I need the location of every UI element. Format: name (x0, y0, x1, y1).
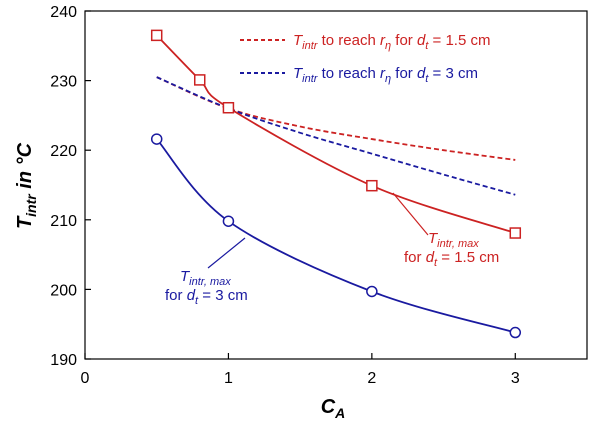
data-point-solid-red-3 (366, 179, 378, 192)
y-tick-label-5: 240 (50, 4, 77, 21)
y-axis-title: Tintr in °C (14, 142, 39, 229)
x-tick-label-2: 2 (367, 370, 376, 387)
y-tick-label-0: 190 (50, 352, 77, 369)
data-point-solid-red-0 (150, 29, 163, 42)
plot-area (84, 10, 588, 360)
annotation-red-max: Tintr, max for dt = 1.5 cm (392, 192, 499, 269)
annotation-blue-line1: Tintr, max (180, 268, 231, 288)
series-line-solid-blue (156, 138, 516, 334)
y-tick-label-4: 230 (50, 74, 77, 91)
x-tick-label-0: 0 (81, 370, 90, 387)
annotation-blue-max: Tintr, max for dt = 3 cm (165, 237, 248, 307)
annotation-blue-line2: for dt = 3 cm (165, 287, 248, 307)
x-axis-title: CA (321, 396, 346, 421)
legend-label-dashed-red: Tintr to reach rη for dt = 1.5 cm (293, 32, 490, 52)
series-markers (150, 29, 522, 339)
axes: 0 1 2 3 190 200 210 220 230 240 (50, 4, 520, 387)
data-point-solid-red-2 (222, 101, 235, 114)
data-point-solid-red-1 (193, 74, 206, 86)
x-tick-label-1: 1 (224, 370, 233, 387)
data-point-solid-red-4 (509, 227, 522, 239)
x-tick-label-3: 3 (511, 370, 520, 387)
legend: Tintr to reach rη for dt = 1.5 cm Tintr … (240, 32, 490, 85)
y-tick-label-1: 200 (50, 282, 77, 299)
data-point-solid-blue-0 (150, 133, 163, 145)
data-point-solid-blue-3 (509, 326, 522, 339)
data-point-solid-blue-1 (222, 215, 235, 227)
annotation-red-line1: Tintr, max (428, 230, 479, 250)
series-line-dashed-red (156, 76, 516, 161)
annotation-leader-blue (207, 237, 246, 269)
data-point-solid-blue-2 (366, 285, 378, 298)
legend-label-dashed-blue: Tintr to reach rη for dt = 3 cm (293, 65, 478, 85)
y-tick-label-3: 220 (50, 143, 77, 160)
annotation-red-line2: for dt = 1.5 cm (404, 249, 499, 269)
y-tick-label-2: 210 (50, 213, 77, 230)
annotation-leader-red (392, 192, 429, 236)
